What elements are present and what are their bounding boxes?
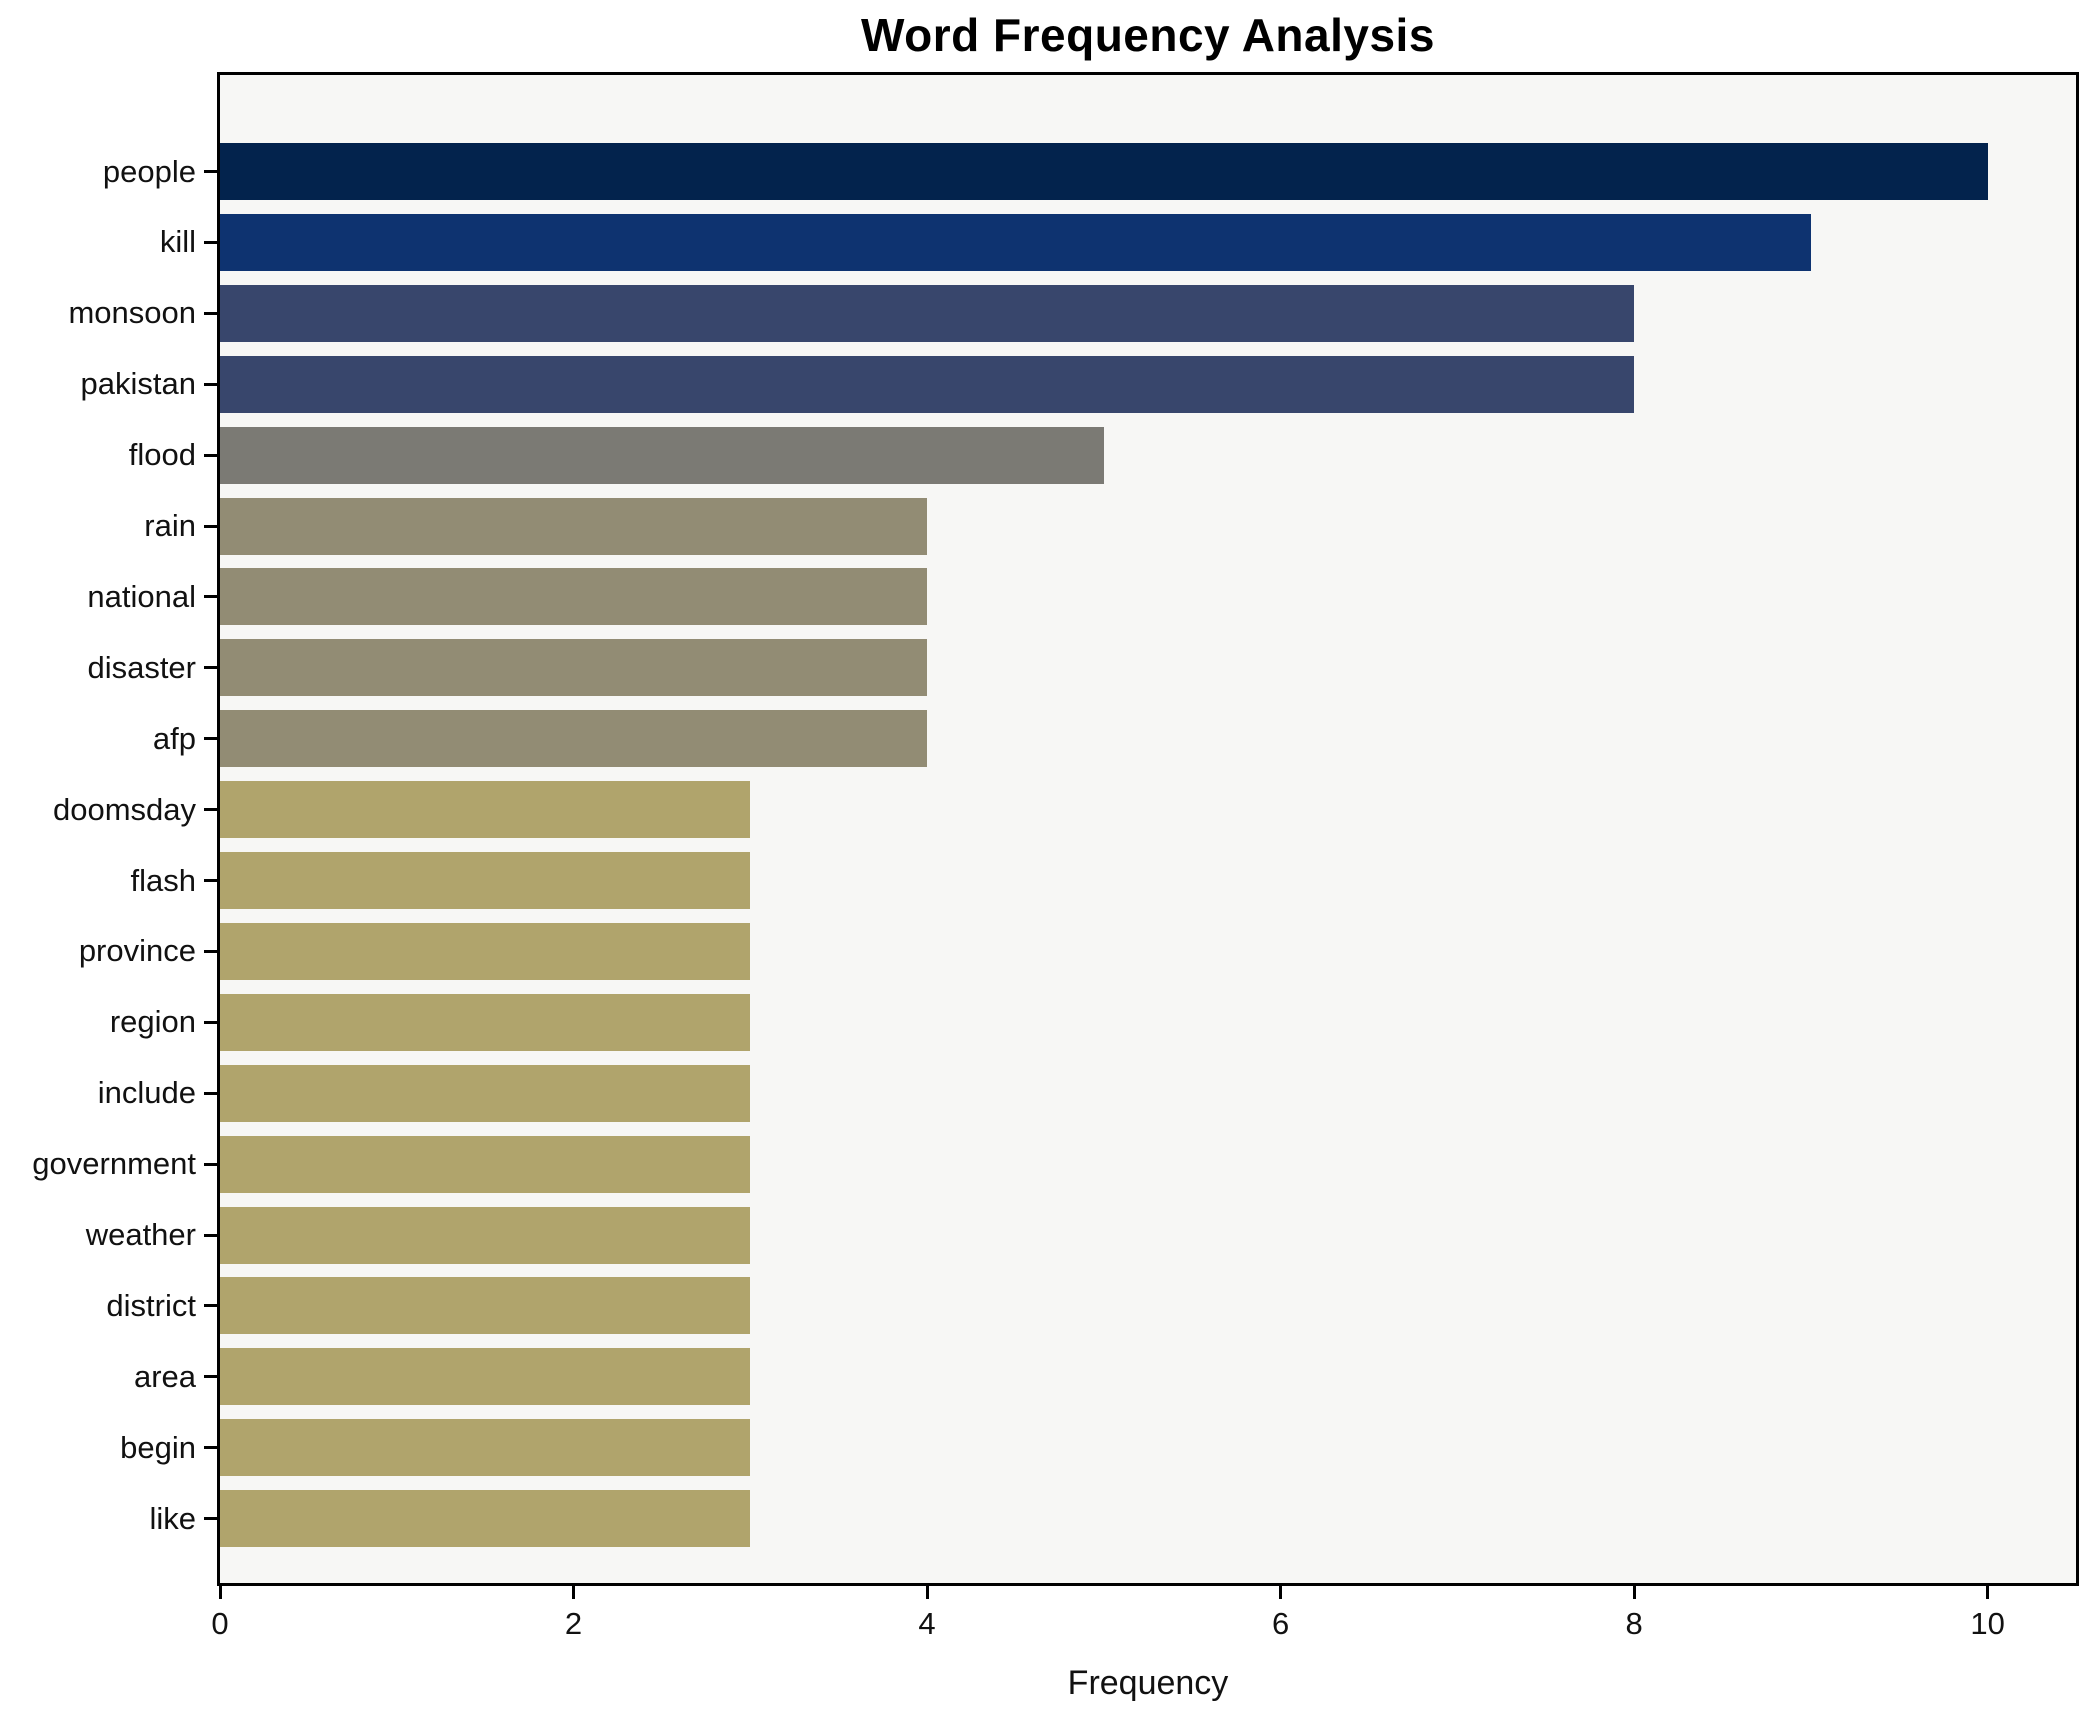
x-tick-label-8: 8 <box>1625 1606 1643 1641</box>
y-tick-government <box>204 1162 217 1166</box>
bar-afp <box>220 710 928 768</box>
y-label-disaster: disaster <box>87 649 196 685</box>
y-tick-province <box>204 949 217 953</box>
bar-disaster <box>220 639 928 697</box>
y-tick-kill <box>204 240 217 244</box>
bar-area <box>220 1348 751 1406</box>
x-tick-4 <box>925 1586 929 1599</box>
bar-begin <box>220 1419 751 1477</box>
chart-title: Word Frequency Analysis <box>861 9 1435 61</box>
y-label-region: region <box>109 1004 196 1040</box>
bar-people <box>220 143 1988 200</box>
bar-rain <box>220 497 928 555</box>
y-tick-area <box>204 1375 217 1379</box>
y-tick-doomsday <box>204 808 217 812</box>
y-label-monsoon: monsoon <box>68 295 196 331</box>
y-label-doomsday: doomsday <box>52 791 196 827</box>
bar-include <box>220 1064 751 1122</box>
y-tick-national <box>204 595 217 599</box>
y-tick-afp <box>204 737 217 741</box>
y-tick-monsoon <box>204 311 217 315</box>
x-tick-label-2: 2 <box>564 1606 583 1641</box>
y-label-weather: weather <box>85 1217 196 1252</box>
x-tick-label-10: 10 <box>1970 1606 2005 1641</box>
y-label-area: area <box>133 1358 196 1394</box>
bar-district <box>220 1277 751 1335</box>
y-tick-weather <box>204 1233 217 1237</box>
y-label-flash: flash <box>130 862 196 898</box>
y-tick-people <box>204 170 217 173</box>
bar-province <box>220 922 751 980</box>
y-label-district: district <box>106 1287 196 1323</box>
x-tick-label-6: 6 <box>1271 1606 1290 1641</box>
y-label-begin: begin <box>120 1429 196 1465</box>
bar-region <box>220 993 751 1051</box>
y-tick-pakistan <box>204 382 217 386</box>
bar-monsoon <box>220 284 1635 342</box>
y-tick-rain <box>204 524 217 528</box>
y-label-national: national <box>87 578 196 614</box>
x-tick-2 <box>572 1586 576 1599</box>
bar-weather <box>220 1206 751 1264</box>
x-tick-label-4: 4 <box>918 1606 936 1641</box>
plot-area <box>217 72 2079 1586</box>
y-tick-include <box>204 1091 217 1095</box>
y-label-pakistan: pakistan <box>80 366 196 402</box>
x-tick-label-0: 0 <box>211 1606 229 1641</box>
x-tick-6 <box>1279 1586 1283 1599</box>
y-label-province: province <box>78 933 196 969</box>
bar-flood <box>220 426 1104 484</box>
x-tick-8 <box>1632 1586 1636 1599</box>
bar-kill <box>220 213 1811 271</box>
bar-doomsday <box>220 781 751 839</box>
bar-like <box>220 1490 751 1548</box>
x-tick-0 <box>218 1586 222 1599</box>
y-tick-disaster <box>204 666 217 670</box>
y-tick-begin <box>204 1446 217 1450</box>
y-label-like: like <box>149 1500 196 1536</box>
bar-national <box>220 568 928 626</box>
bar-government <box>220 1135 751 1193</box>
x-tick-10 <box>1986 1586 1990 1599</box>
y-label-rain: rain <box>144 508 196 543</box>
bar-pakistan <box>220 355 1635 413</box>
y-label-kill: kill <box>159 224 196 260</box>
bar-flash <box>220 852 751 909</box>
y-label-afp: afp <box>152 720 196 756</box>
y-tick-flash <box>204 879 217 882</box>
y-tick-district <box>204 1304 217 1308</box>
y-label-include: include <box>97 1075 196 1111</box>
x-axis-label: Frequency <box>1067 1664 1229 1702</box>
y-label-people: people <box>102 153 196 189</box>
y-label-government: government <box>32 1146 196 1182</box>
y-label-flood: flood <box>128 437 196 473</box>
y-tick-like <box>204 1517 217 1521</box>
y-tick-region <box>204 1020 217 1024</box>
y-tick-flood <box>204 453 217 457</box>
